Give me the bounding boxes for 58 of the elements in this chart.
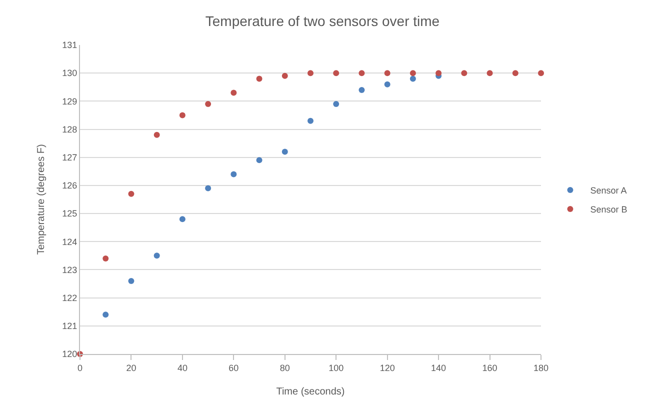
y-tick-label: 123	[62, 264, 78, 275]
x-tick-label: 80	[280, 362, 290, 373]
point	[282, 148, 288, 155]
y-tick-label: 130	[62, 68, 78, 78]
point	[308, 70, 314, 76]
point	[128, 190, 134, 197]
y-tick-label: 126	[62, 180, 78, 191]
x-tick-label: 0	[77, 362, 83, 373]
y-tick-label: 120	[62, 349, 78, 360]
point	[256, 76, 262, 82]
y-tick-label: 131	[62, 40, 78, 50]
point	[230, 90, 237, 96]
y-tick-label: 129	[62, 96, 78, 106]
point	[205, 185, 212, 192]
x-tick-label: 100	[328, 362, 344, 373]
point	[102, 255, 109, 262]
x-tick-label: 140	[431, 362, 446, 373]
point	[384, 70, 390, 76]
x-tick-label: 120	[380, 362, 395, 373]
point	[179, 112, 186, 118]
point	[512, 70, 518, 76]
point	[333, 100, 340, 107]
point	[358, 70, 365, 76]
point	[256, 157, 262, 164]
legend-label: Sensor A	[590, 186, 627, 196]
point	[384, 81, 390, 88]
point	[410, 76, 416, 82]
point	[410, 70, 416, 76]
point	[486, 70, 493, 76]
point	[461, 70, 468, 76]
x-tick-label: 60	[228, 362, 239, 373]
x-tick-label: 40	[177, 362, 188, 373]
point	[128, 278, 134, 284]
point	[154, 132, 160, 138]
y-tick-label: 121	[62, 321, 78, 332]
y-axis-title: Temperature (degrees F)	[36, 144, 48, 255]
point	[179, 216, 186, 222]
x-axis-title: Time (seconds)	[276, 386, 345, 398]
legend-label: Sensor B	[590, 204, 628, 215]
y-tick-label: 128	[62, 124, 78, 134]
point	[154, 252, 160, 259]
y-tick-label: 124	[62, 236, 78, 247]
point	[282, 72, 288, 79]
chart-title: Temperature of two sensors over time	[205, 13, 440, 30]
x-tick-label: 160	[482, 362, 498, 373]
y-tick-label: 122	[62, 292, 78, 303]
point	[230, 171, 237, 178]
x-tick-label: 180	[533, 362, 549, 373]
x-tick-label: 20	[126, 362, 136, 373]
point	[538, 70, 544, 76]
point	[308, 118, 314, 124]
point	[333, 70, 340, 76]
y-tick-label: 125	[62, 208, 78, 219]
point	[102, 312, 109, 318]
y-tick-label: 127	[62, 152, 78, 163]
point	[358, 86, 365, 93]
point	[205, 100, 212, 107]
point	[436, 70, 442, 76]
